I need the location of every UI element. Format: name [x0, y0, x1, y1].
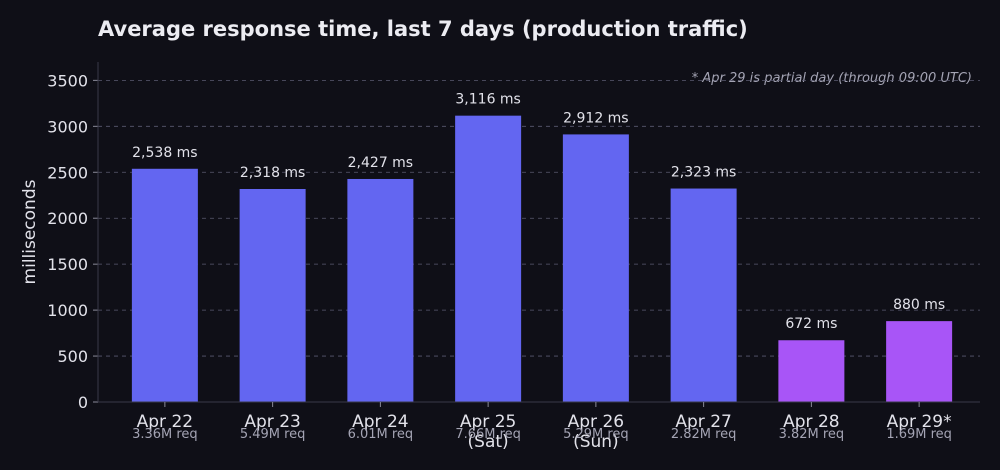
bar-5 — [562, 134, 629, 402]
y-tick-label-0: 0 — [78, 393, 88, 412]
axes — [93, 62, 980, 407]
value-label-1: 2,538 ms — [132, 145, 197, 161]
x-tick-label-5: Apr 26 (Sun) — [568, 412, 624, 452]
request-count-8: 1.69M req — [886, 427, 952, 442]
x-tick-label-1: Apr 22 — [137, 412, 193, 432]
bar-6 — [670, 188, 737, 402]
value-label-8: 880 ms — [893, 297, 945, 313]
value-label-7: 672 ms — [785, 316, 837, 332]
y-tick-label-6: 3000 — [47, 117, 88, 136]
x-tick-label-6: Apr 27 — [675, 412, 731, 432]
y-tick-label-5: 2500 — [47, 163, 88, 182]
gridlines — [98, 79, 980, 357]
labels: 0 500 1000 1500 2000 2500 3000 3500 2,538 ms Apr … — [47, 71, 952, 452]
x-tick-label-8: Apr 29* — [887, 412, 952, 432]
bar-4 — [455, 115, 522, 403]
request-count-5: 5.29M req — [563, 427, 629, 442]
value-label-4: 3,116 ms — [455, 92, 520, 108]
value-label-3: 2,427 ms — [348, 155, 413, 171]
request-count-7: 3.82M req — [779, 427, 845, 442]
request-count-3: 6.01M req — [348, 427, 414, 442]
request-count-2: 5.49M req — [240, 427, 306, 442]
y-tick-label-3: 1500 — [47, 255, 88, 274]
bar-8 — [886, 321, 953, 402]
value-label-5: 2,912 ms — [563, 110, 628, 126]
request-count-6: 2.82M req — [671, 427, 737, 442]
y-tick-label-4: 2000 — [47, 209, 88, 228]
y-tick-label-2: 1000 — [47, 301, 88, 320]
bar-7 — [778, 340, 845, 402]
chart-title: Average response time, last 7 days (prod… — [98, 17, 748, 41]
x-tick-label-2: Apr 23 — [244, 412, 300, 432]
bar-2 — [239, 188, 306, 402]
y-tick-label-1: 500 — [57, 347, 88, 366]
x-tick-label-3: Apr 24 — [352, 412, 408, 432]
bars — [131, 115, 953, 403]
y-axis-label: milliseconds — [20, 179, 40, 284]
request-count-1: 3.36M req — [132, 427, 198, 442]
value-label-2: 2,318 ms — [240, 165, 305, 181]
x-tick-label-4: Apr 25 (Sat) — [460, 412, 516, 452]
x-tick-label-7: Apr 28 — [783, 412, 839, 432]
bar-1 — [131, 168, 198, 402]
value-label-6: 2,323 ms — [671, 165, 736, 181]
bar-3 — [347, 178, 414, 402]
y-tick-label-7: 3500 — [47, 71, 88, 90]
request-count-4: 7.66M req — [455, 427, 521, 442]
partial-day-annotation: * Apr 29 is partial day (through 09:00 U… — [692, 71, 972, 86]
